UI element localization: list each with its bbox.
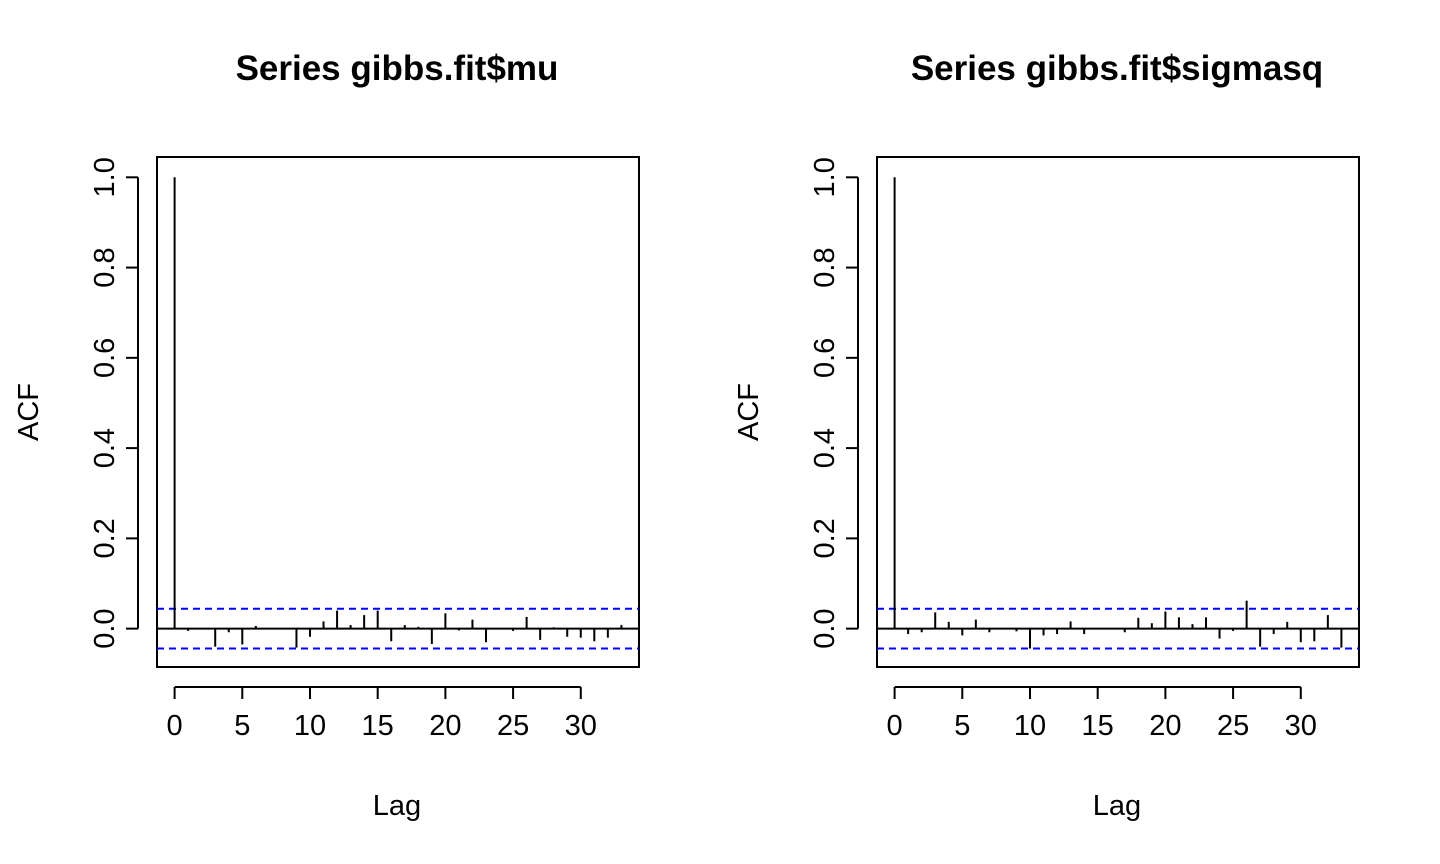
x-axis-label: Lag	[1093, 790, 1141, 822]
y-tick-label: 0.8	[809, 247, 841, 287]
plot-area: 0 5 10 15 20 25 30 0.0 0.2 0.4 0.6 0.8 1.0	[89, 156, 640, 742]
chart-title: Series gibbs.fit$sigmasq	[911, 49, 1323, 88]
y-axis-label: ACF	[733, 383, 765, 441]
y-tick-label: 0.0	[89, 608, 121, 648]
x-tick-label: 5	[954, 710, 970, 742]
x-tick-label: 0	[167, 710, 183, 742]
acf-panel-mu: Series gibbs.fit$mu Lag ACF 0 5 10 15 20 25 30…	[13, 49, 640, 822]
x-tick-label: 15	[362, 710, 394, 742]
y-axis-label: ACF	[13, 383, 45, 441]
chart-title: Series gibbs.fit$mu	[236, 49, 559, 88]
x-tick-label: 30	[565, 710, 597, 742]
y-tick-label: 1.0	[89, 157, 121, 197]
y-tick-label: 0.2	[809, 518, 841, 558]
y-tick-label: 0.8	[89, 247, 121, 287]
x-tick-label: 20	[1149, 710, 1181, 742]
x-tick-label: 20	[429, 710, 461, 742]
x-axis-label: Lag	[373, 790, 421, 822]
y-tick-label: 0.4	[89, 428, 121, 468]
x-tick-label: 10	[294, 710, 326, 742]
x-tick-label: 25	[497, 710, 529, 742]
plot-frame	[156, 156, 640, 668]
x-tick-label: 25	[1217, 710, 1249, 742]
x-tick-label: 0	[887, 710, 903, 742]
y-tick-label: 0.0	[809, 608, 841, 648]
plot-area: 0 5 10 15 20 25 30 0.0 0.2 0.4 0.6 0.8 1.0	[809, 156, 1360, 742]
y-tick-label: 1.0	[809, 157, 841, 197]
y-tick-label: 0.6	[809, 338, 841, 378]
plot-frame	[876, 156, 1360, 668]
y-tick-label: 0.6	[89, 338, 121, 378]
acf-panel-sigmasq: Series gibbs.fit$sigmasq Lag ACF 0 5 10 15 2…	[733, 49, 1360, 822]
y-tick-label: 0.4	[809, 428, 841, 468]
x-tick-label: 15	[1082, 710, 1114, 742]
x-tick-label: 10	[1014, 710, 1046, 742]
x-tick-label: 30	[1285, 710, 1317, 742]
y-tick-label: 0.2	[89, 518, 121, 558]
x-tick-label: 5	[234, 710, 250, 742]
